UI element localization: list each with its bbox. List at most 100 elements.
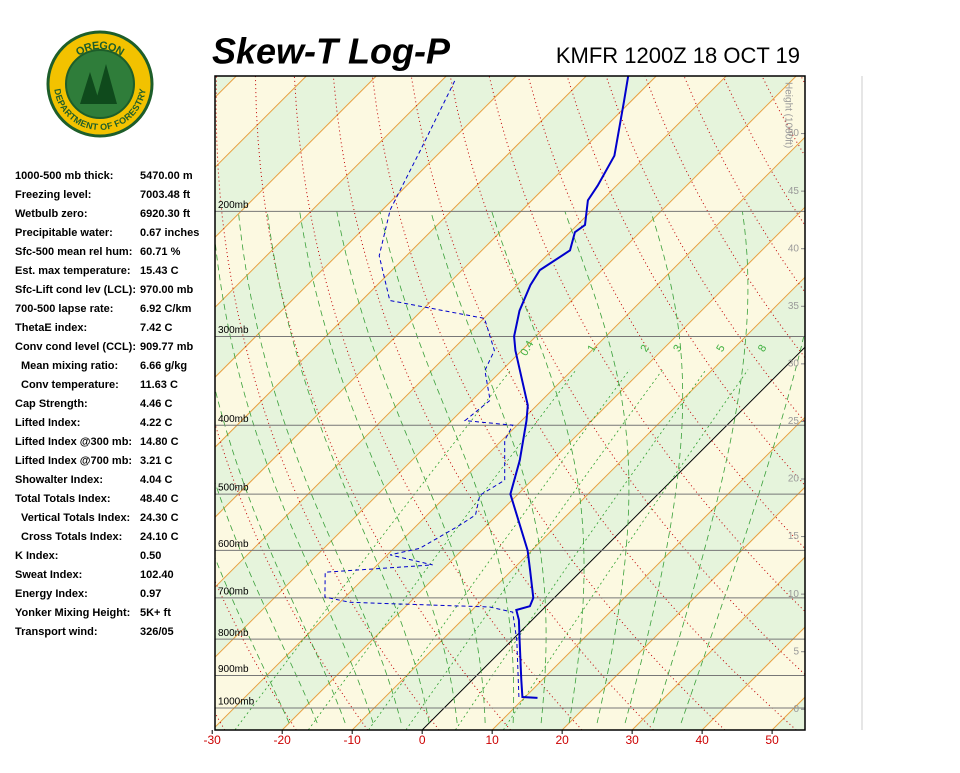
moist-adiabat: [336, 211, 486, 724]
index-label: Mean mixing ratio:: [21, 360, 118, 372]
pressure-label: 400mb: [218, 414, 249, 425]
mixing-ratio-line: [307, 369, 577, 730]
dry-adiabat: [527, 76, 805, 550]
moist-adiabat: [564, 211, 630, 724]
mixing-ratio-line: [455, 369, 707, 730]
logo: OREGON DEPARTMENT OF FORESTRY: [46, 30, 154, 138]
isotherm: [561, 486, 805, 730]
dry-adiabat: [800, 76, 805, 85]
y2-tick-label: 15: [788, 531, 800, 542]
x-tick-label: 30: [625, 733, 639, 747]
moist-adiabat: [680, 329, 805, 724]
index-label: Conv cond level (CCL):: [15, 341, 136, 353]
pressure-label: 500mb: [218, 483, 249, 494]
moist-adiabat: [215, 481, 318, 724]
index-label: Lifted Index:: [15, 417, 80, 429]
mixing-ratio-line: [234, 369, 512, 730]
isotherm: [281, 206, 805, 730]
y2-tick-label: 45: [788, 186, 800, 197]
index-value: 4.04 C: [140, 474, 172, 486]
index-value: 15.43 C: [140, 265, 179, 277]
x-tick-label: -20: [274, 733, 292, 747]
index-value: 6.92 C/km: [140, 303, 192, 315]
logo-top-text: OREGON: [74, 40, 126, 59]
plot-area: [215, 76, 960, 730]
chart-subtitle: KMFR 1200Z 18 OCT 19: [556, 43, 800, 68]
index-label: Total Totals Index:: [15, 493, 111, 505]
dewpoint-line: [324, 80, 520, 698]
isotherm: [215, 76, 517, 378]
pressure-label: 200mb: [218, 200, 249, 211]
index-value: 60.71 %: [140, 246, 181, 258]
dry-adiabat: [879, 76, 960, 730]
index-value: 14.80 C: [140, 436, 179, 448]
dry-adiabat: [918, 76, 960, 730]
index-value: 0.97: [140, 588, 161, 600]
y2-tick-label: 30: [788, 358, 800, 369]
index-value: 5470.00 m: [140, 170, 193, 182]
x-tick-label: 40: [695, 733, 709, 747]
logo-top: OREGON: [74, 40, 126, 59]
index-label: Precipitable water:: [15, 227, 113, 239]
pressure-label: 1000mb: [218, 697, 255, 708]
isotherm: [421, 346, 805, 730]
index-label: Wetbulb zero:: [15, 208, 88, 220]
plot-border: [214, 75, 806, 731]
pressure-label: 600mb: [218, 539, 249, 550]
indices-table: 1000-500 mb thick: 5470.00 m Freezing leve…: [15, 170, 199, 638]
pressure-label: 300mb: [218, 325, 249, 336]
index-value: 3.21 C: [140, 455, 172, 467]
pressure-label: 900mb: [218, 664, 249, 675]
index-label: Yonker Mixing Height:: [15, 607, 130, 619]
mixing-ratio-line: [405, 369, 663, 730]
index-value: 4.22 C: [140, 417, 172, 429]
index-value: 24.10 C: [140, 531, 179, 543]
index-value: 6920.30 ft: [140, 208, 190, 220]
moist-adiabat: [624, 211, 684, 724]
x-tick-label: -10: [344, 733, 362, 747]
index-value: 6.66 g/kg: [140, 360, 187, 372]
index-value: 48.40 C: [140, 493, 179, 505]
moist-adiabat: [430, 211, 547, 724]
dry-adiabat: [254, 76, 511, 730]
y2-tick-label: 5: [793, 646, 799, 657]
index-label: Cross Totals Index:: [21, 531, 122, 543]
index-label: Est. max temperature:: [15, 265, 131, 277]
temperature-band: [215, 76, 805, 728]
index-value: 7003.48 ft: [140, 189, 190, 201]
logo-center: [65, 49, 135, 119]
mixing-ratio-label: 2: [638, 343, 651, 354]
dry-adiabat: [840, 76, 960, 730]
x-tick-label: 20: [555, 733, 569, 747]
y2-tick-label: 20: [788, 474, 800, 485]
x-tick-label: -30: [204, 733, 222, 747]
mixing-ratio-label: 5: [714, 343, 727, 354]
index-label: Sfc-Lift cond lev (LCL):: [15, 284, 136, 296]
y2-tick-label: 50: [788, 128, 800, 139]
isotherm: [215, 76, 587, 448]
index-value: 24.30 C: [140, 512, 179, 524]
moist-adiabat: [491, 211, 585, 724]
moist-adiabat: [215, 556, 290, 724]
index-label: Cap Strength:: [15, 398, 88, 410]
index-label: Sweat Index:: [15, 569, 82, 581]
temperature-line: [509, 76, 630, 699]
y2-tick-label: 40: [788, 243, 800, 254]
moist-adiabat: [215, 387, 346, 724]
moist-adiabat: [266, 211, 430, 724]
index-value: 0.67 inches: [140, 227, 199, 239]
pressure-label: 800mb: [218, 628, 249, 639]
index-label: 700-500 lapse rate:: [15, 303, 113, 315]
isotherm: [351, 276, 805, 730]
index-value: 970.00 mb: [140, 284, 193, 296]
dry-adiabat: [644, 76, 805, 359]
moist-adiabat: [237, 211, 402, 724]
moist-adiabat: [215, 236, 374, 724]
isotherm: [215, 76, 377, 238]
isotherm: [491, 416, 805, 730]
y2-tick-label: 25: [788, 416, 800, 427]
index-label: Showalter Index:: [15, 474, 103, 486]
index-value: 909.77 mb: [140, 341, 193, 353]
isotherm: [215, 76, 797, 658]
